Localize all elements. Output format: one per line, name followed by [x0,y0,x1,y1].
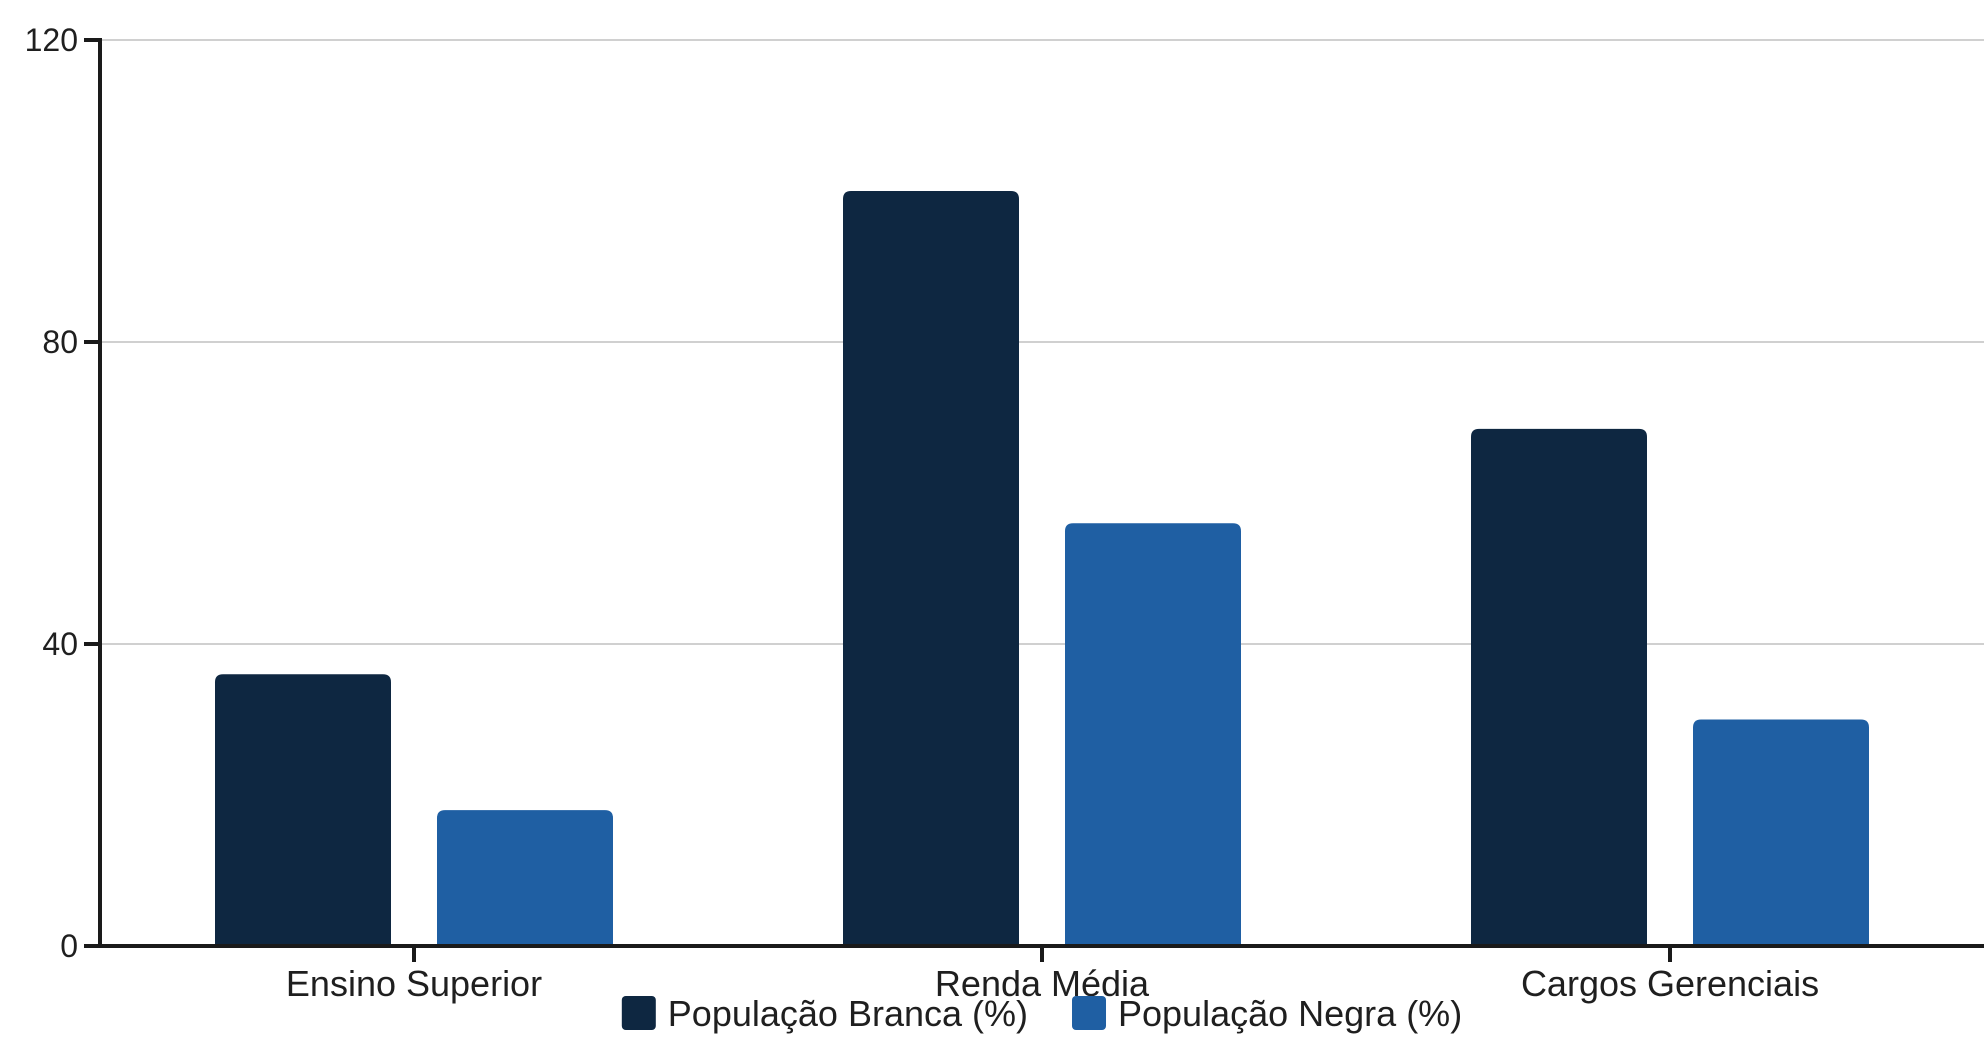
category-label: Cargos Gerenciais [1521,963,1819,1004]
bar-negra-2 [1693,719,1869,946]
legend-swatch-0 [621,996,656,1030]
category-label: Ensino Superior [286,963,542,1004]
bar-branca-2 [1471,428,1647,946]
x-axis-categories: Ensino Superior Renda Média Cargos Gerenci… [286,946,1819,1004]
bar-branca-0 [215,674,391,946]
y-tick-label: 0 [60,928,78,964]
bar-branca-1 [843,191,1019,946]
grid-lines [100,39,1984,645]
bar-negra-1 [1065,523,1241,946]
legend-label-1: População Negra (%) [1118,993,1462,1034]
y-tick-label: 40 [42,626,78,662]
bars [215,191,1869,946]
legend-swatch-1 [1072,996,1107,1030]
legend-label-0: População Branca (%) [668,993,1028,1034]
bar-negra-0 [437,810,613,946]
y-axis-ticks: 0 40 80 120 [25,22,100,964]
y-tick-label: 120 [25,22,78,58]
y-tick-label: 80 [42,324,78,360]
category-label: Renda Média [935,963,1150,1004]
legend: População Branca (%) População Negra (%) [621,993,1462,1034]
